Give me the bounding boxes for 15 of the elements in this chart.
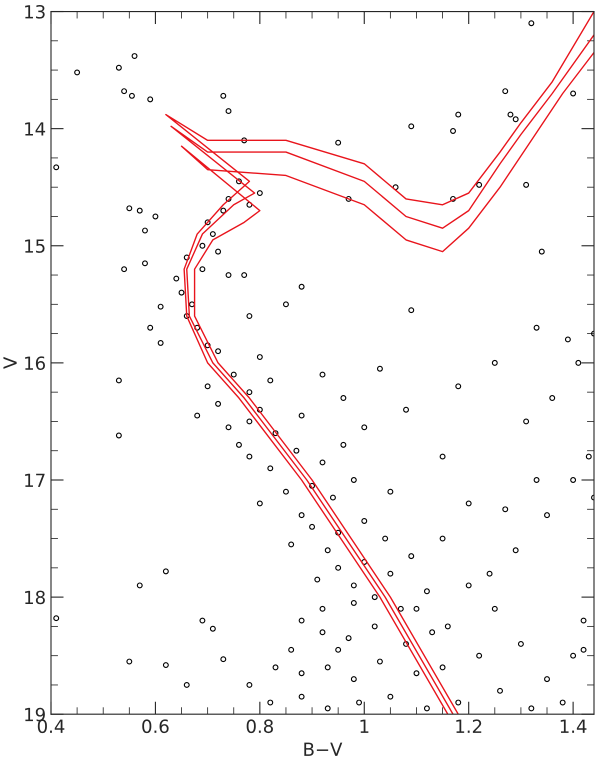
y-tick-label: 16 xyxy=(25,356,45,370)
y-tick-label: 13 xyxy=(25,4,45,19)
y-tick-label: 15 xyxy=(25,239,45,253)
y-tick-label: 17 xyxy=(25,474,45,487)
x-tick-label: 0.4 xyxy=(38,719,64,734)
x-tick-label: 1.2 xyxy=(456,719,482,733)
x-axis-title: B−V xyxy=(304,742,342,756)
x-tick-label: 1 xyxy=(360,720,368,733)
y-tick-label: 14 xyxy=(25,122,46,136)
y-tick-label: 18 xyxy=(25,590,45,604)
y-axis-title: V xyxy=(3,356,17,369)
x-tick-label: 0.6 xyxy=(142,719,169,734)
x-tick-label: 1.4 xyxy=(560,720,586,733)
y-tick-label: 19 xyxy=(25,708,45,722)
x-tick-label: 0.8 xyxy=(246,719,273,734)
